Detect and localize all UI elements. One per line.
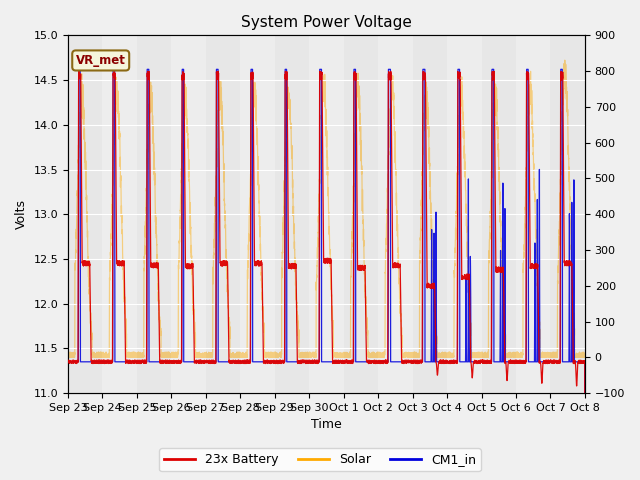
Bar xyxy=(68,36,102,393)
Bar xyxy=(137,36,172,393)
Bar xyxy=(378,36,413,393)
Y-axis label: Volts: Volts xyxy=(15,199,28,229)
Text: VR_met: VR_met xyxy=(76,54,125,67)
Legend: 23x Battery, Solar, CM1_in: 23x Battery, Solar, CM1_in xyxy=(159,448,481,471)
Bar xyxy=(240,36,275,393)
Bar xyxy=(550,36,585,393)
Bar xyxy=(585,36,620,393)
Bar xyxy=(172,36,206,393)
Bar xyxy=(413,36,447,393)
Bar xyxy=(344,36,378,393)
Bar xyxy=(481,36,516,393)
Bar xyxy=(206,36,240,393)
Bar xyxy=(516,36,550,393)
X-axis label: Time: Time xyxy=(311,419,342,432)
Bar xyxy=(309,36,344,393)
Bar xyxy=(102,36,137,393)
Bar xyxy=(447,36,481,393)
Bar xyxy=(275,36,309,393)
Title: System Power Voltage: System Power Voltage xyxy=(241,15,412,30)
